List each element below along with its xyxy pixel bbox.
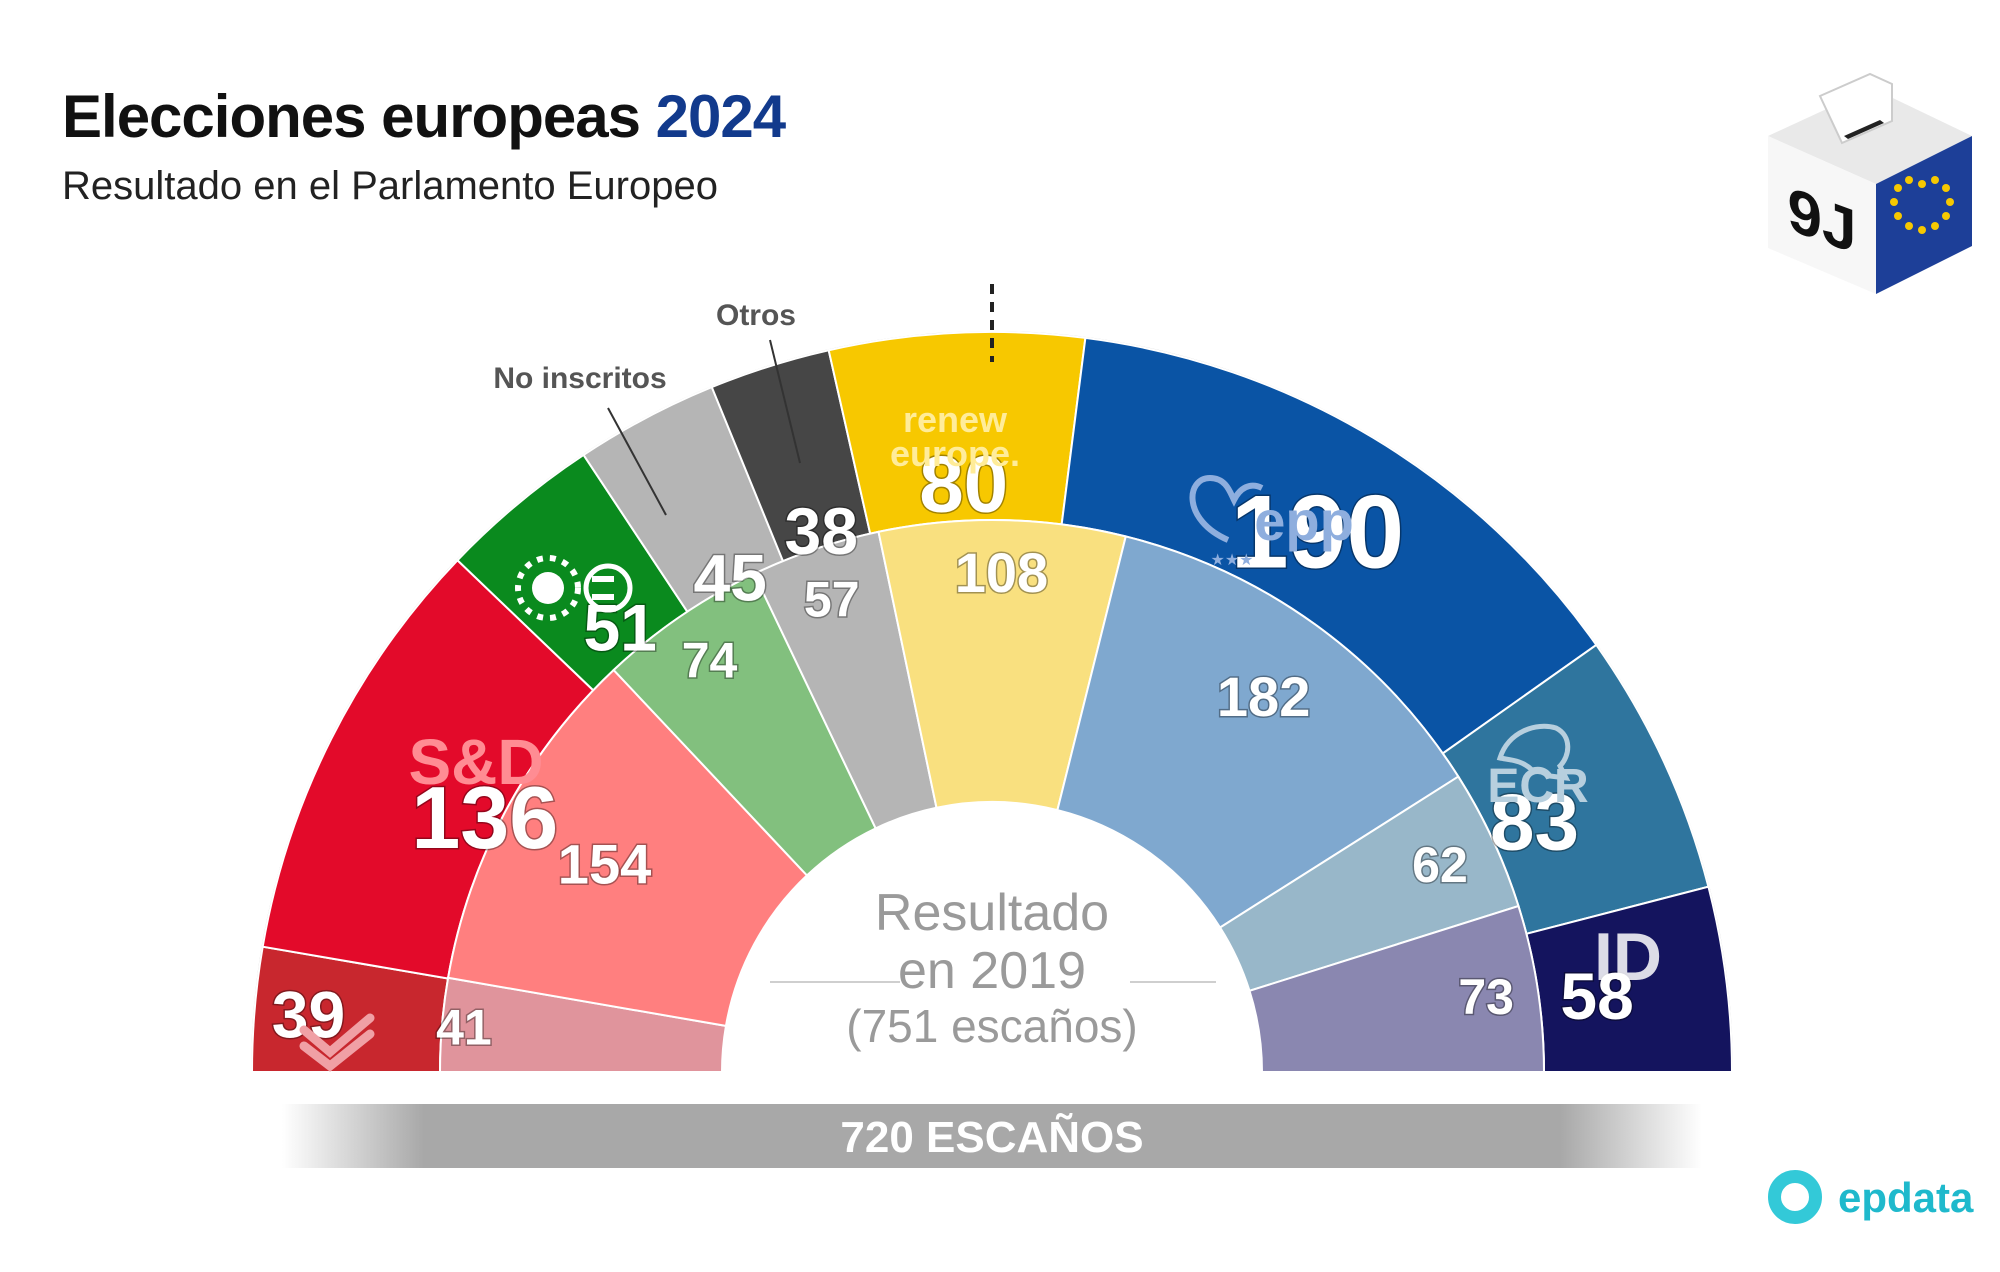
epdata-logo: epdata	[1768, 1170, 1973, 1236]
otros-callout: Otros	[716, 299, 796, 332]
ecr-party-label: ECR	[1487, 760, 1588, 813]
outer-value-the-left: 39	[272, 977, 345, 1051]
inner-caption-line3: (751 escaños)	[846, 1000, 1138, 1052]
total-bar-label: 720 ESCAÑOS	[840, 1112, 1143, 1162]
total-bar	[282, 1104, 1702, 1168]
epp-heart-icon	[1189, 474, 1264, 543]
inner-value-ecr: 62	[1412, 837, 1468, 893]
eu-stars-icon	[1890, 176, 1954, 234]
inner-caption-line1: Resultado	[875, 884, 1109, 942]
title-text: Elecciones europeas	[62, 83, 641, 150]
inner-value-the-left: 41	[436, 1000, 492, 1056]
no-inscritos-callout: No inscritos	[493, 362, 666, 395]
sd-party-label: S&D	[408, 726, 543, 798]
inner-value-id: 73	[1458, 969, 1514, 1025]
inner-caption-line2: en 2019	[898, 942, 1086, 1000]
outer-value-id: 58	[1560, 959, 1633, 1033]
outer-value-no-inscritos: 45	[693, 541, 766, 615]
no-inscritos-leader	[607, 407, 667, 516]
outer-value-s-d: 136	[411, 768, 558, 867]
inner-slice-id	[1248, 904, 1546, 1073]
title-year: 2024	[655, 83, 786, 150]
chart-title: Elecciones europeas 2024	[62, 82, 786, 151]
outer-value-renew-europe: 80	[919, 439, 1008, 528]
left-party-icon	[299, 1013, 375, 1072]
inner-slice-epp	[1056, 535, 1460, 929]
id-party-label: ID	[1594, 919, 1662, 995]
inner-value-epp: 182	[1217, 665, 1310, 728]
epdata-logo-icon	[1768, 1170, 1822, 1224]
chart-subtitle: Resultado en el Parlamento Europeo	[62, 164, 718, 208]
outer-value-epp: 190	[1231, 475, 1405, 591]
epp-stars-icon: ★★★	[1210, 552, 1253, 569]
outer-value-otros: 38	[784, 494, 857, 568]
inner-slice-s-d	[446, 668, 809, 1028]
epdata-logo-text: epdata	[1838, 1174, 1974, 1221]
inner-value-s-d: 154	[558, 833, 651, 896]
inner-value-greens-efa: 74	[682, 632, 738, 688]
ballot-box-icon: 9J	[1768, 72, 1972, 294]
inner-value-no-inscritos: 57	[804, 571, 860, 627]
greens-party-icon	[515, 555, 633, 621]
renew-party-label-line2: europe.	[890, 433, 1020, 474]
inner-value-labels: 41 154 74 57 108 182 62 73	[435, 540, 1516, 1057]
inner-ring-2019	[438, 519, 1546, 1073]
ecr-lion-icon	[1496, 723, 1571, 782]
outer-value-ecr: 83	[1490, 777, 1579, 866]
renew-party-label-line1: renew	[903, 399, 1008, 440]
otros-leader	[769, 339, 801, 464]
outer-value-greens-efa: 51	[583, 591, 656, 665]
epp-party-label: epp	[1254, 489, 1354, 552]
inner-value-renew-europe: 108	[955, 541, 1048, 604]
